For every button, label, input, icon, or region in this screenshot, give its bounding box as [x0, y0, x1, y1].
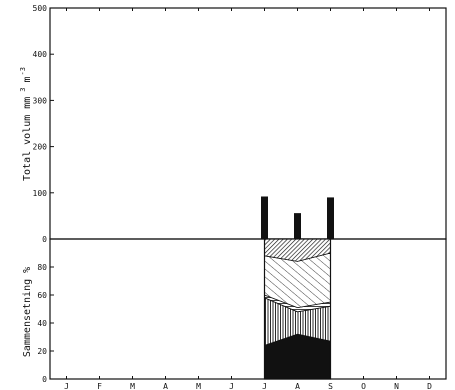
bottom-plot-frame: [49, 238, 447, 380]
volume-bar: [261, 196, 268, 239]
volume-bar: [294, 213, 301, 239]
top-y-axis: 0 100 200 300 400 500: [33, 4, 54, 244]
bottom-y-tick-label: 0: [42, 375, 47, 384]
bottom-y-tick-label: 60: [37, 291, 47, 300]
month-label: A: [163, 382, 168, 390]
month-label: J: [229, 382, 234, 390]
month-label: M: [196, 382, 201, 390]
month-label: F: [97, 382, 102, 390]
top-y-tick-label: 500: [33, 4, 48, 13]
top-y-tick-label: 400: [33, 50, 48, 59]
month-label: A: [295, 382, 300, 390]
month-label: S: [328, 382, 333, 390]
top-bars: [261, 196, 334, 239]
bottom-y-tick-label: 80: [37, 263, 47, 272]
top-y-tick-label: 100: [33, 189, 48, 198]
bottom-y-tick-label: 20: [37, 347, 47, 356]
month-label: J: [64, 382, 69, 390]
composition-areas: [263, 238, 332, 380]
top-y-tick-label: 300: [33, 96, 48, 105]
volume-bar: [327, 197, 334, 239]
bottom-y-axis-title: Sammensetning %: [22, 267, 33, 357]
month-label: M: [130, 382, 135, 390]
top-y-tick-label: 200: [33, 143, 48, 152]
month-label: O: [361, 382, 366, 390]
month-label: N: [394, 382, 399, 390]
top-panel: 0 100 200 300 400 500 Total volum mm3m-3: [19, 4, 447, 244]
top-plot-frame: [49, 7, 447, 240]
month-label: J: [262, 382, 267, 390]
bottom-y-axis: 0 20 40 60 80: [37, 263, 54, 384]
bottom-panel: 0 20 40 60 80 Sammensetning %: [22, 238, 447, 384]
month-label: D: [427, 382, 432, 390]
top-y-tick-label: 0: [42, 235, 47, 244]
bottom-y-tick-label: 40: [37, 319, 47, 328]
top-y-axis-title: Total volum mm3m-3: [19, 67, 33, 181]
